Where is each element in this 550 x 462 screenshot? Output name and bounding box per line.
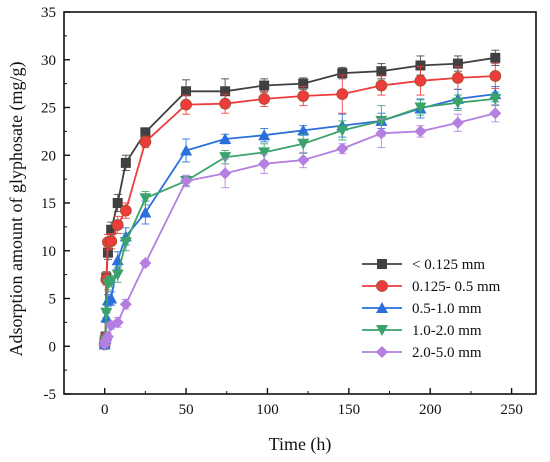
data-point [139, 206, 152, 218]
legend-item: < 0.125 mm [362, 257, 485, 273]
data-point [139, 257, 152, 270]
data-point [111, 316, 124, 329]
data-point [297, 90, 310, 102]
data-point [180, 98, 192, 111]
y-tick-label: 20 [41, 148, 56, 164]
data-point [489, 107, 502, 120]
y-tick-label: 0 [49, 339, 57, 355]
data-point [119, 237, 132, 249]
legend-item: 0.5-1.0 mm [362, 301, 482, 317]
x-tick-label: 100 [256, 402, 279, 418]
data-point [297, 154, 310, 167]
series-5 [98, 104, 502, 351]
legend-item: 0.125- 0.5 mm [362, 279, 501, 295]
data-point [489, 70, 502, 82]
legend-item: 2.0-5.0 mm [362, 345, 482, 361]
data-point [139, 135, 152, 148]
x-tick-label: 200 [419, 402, 442, 418]
x-tick-label: 0 [101, 402, 109, 418]
x-tick-label: 250 [500, 402, 523, 418]
series-layer [98, 49, 502, 351]
data-point [219, 133, 232, 145]
data-point [451, 116, 464, 129]
data-point [297, 124, 310, 136]
data-point [105, 235, 118, 248]
data-point [258, 157, 271, 170]
series-2 [98, 63, 502, 351]
x-axis-title: Time (h) [269, 434, 332, 455]
y-tick-label: 5 [49, 292, 57, 308]
data-point [297, 138, 310, 150]
data-point [336, 88, 349, 101]
legend-label: 1.0-2.0 mm [412, 323, 482, 339]
data-point [337, 68, 348, 79]
data-point [489, 93, 502, 105]
data-point [111, 269, 124, 281]
data-point [375, 127, 388, 140]
data-point [119, 298, 132, 311]
data-point [112, 198, 123, 208]
data-point [180, 175, 193, 188]
legend-marker [376, 325, 388, 336]
data-point [414, 74, 427, 87]
legend-label: 0.125- 0.5 mm [412, 279, 501, 295]
data-point [336, 142, 349, 155]
data-point [105, 292, 118, 304]
data-point [258, 147, 271, 159]
y-tick-label: 35 [41, 5, 56, 21]
data-point [490, 52, 501, 63]
legend-label: 0.5-1.0 mm [412, 301, 482, 317]
legend-marker [376, 280, 388, 292]
data-point [180, 144, 193, 156]
data-point [376, 66, 387, 77]
data-point [119, 204, 132, 217]
data-point [181, 86, 192, 97]
data-point [259, 80, 270, 91]
x-tick-label: 50 [179, 402, 194, 418]
data-point [451, 71, 464, 84]
data-point [414, 125, 427, 138]
data-point [139, 193, 152, 205]
data-point [140, 127, 151, 138]
y-tick-label: 10 [41, 244, 56, 260]
data-point [219, 97, 232, 110]
data-point [105, 276, 118, 288]
data-point [220, 86, 231, 97]
data-point [219, 167, 232, 180]
y-axis-title: Adsorption amount of glyphosate (mg/g) [6, 62, 27, 357]
data-point [298, 78, 309, 89]
legend: < 0.125 mm 0.125- 0.5 mm 0.5-1.0 mm 1.0-2.0… [362, 257, 501, 361]
data-point [375, 79, 388, 92]
legend-marker [377, 259, 387, 269]
legend-label: 2.0-5.0 mm [412, 345, 482, 361]
y-tick-label: -5 [44, 387, 57, 403]
data-point [452, 58, 463, 69]
data-point [258, 129, 271, 141]
x-tick-label: 150 [338, 402, 361, 418]
data-point [415, 60, 426, 71]
data-point [101, 330, 114, 343]
legend-item: 1.0-2.0 mm [362, 323, 482, 339]
data-point [100, 307, 113, 319]
y-tick-label: 15 [41, 196, 56, 212]
data-point [336, 125, 349, 137]
data-point [120, 157, 131, 168]
y-tick-label: 25 [41, 101, 56, 117]
series-4 [98, 91, 502, 351]
y-tick-label: 30 [41, 53, 56, 69]
data-point [451, 97, 464, 109]
legend-marker [376, 346, 388, 358]
data-point [258, 93, 271, 105]
ticks-layer: 0 50 100 150 200 250 -5 0 5 10 15 20 25 30 35 [41, 5, 523, 418]
data-point [414, 102, 427, 114]
legend-label: < 0.125 mm [412, 257, 485, 273]
data-point [111, 219, 124, 231]
data-point [106, 224, 117, 235]
data-point [219, 152, 232, 164]
legend-marker [376, 302, 388, 313]
